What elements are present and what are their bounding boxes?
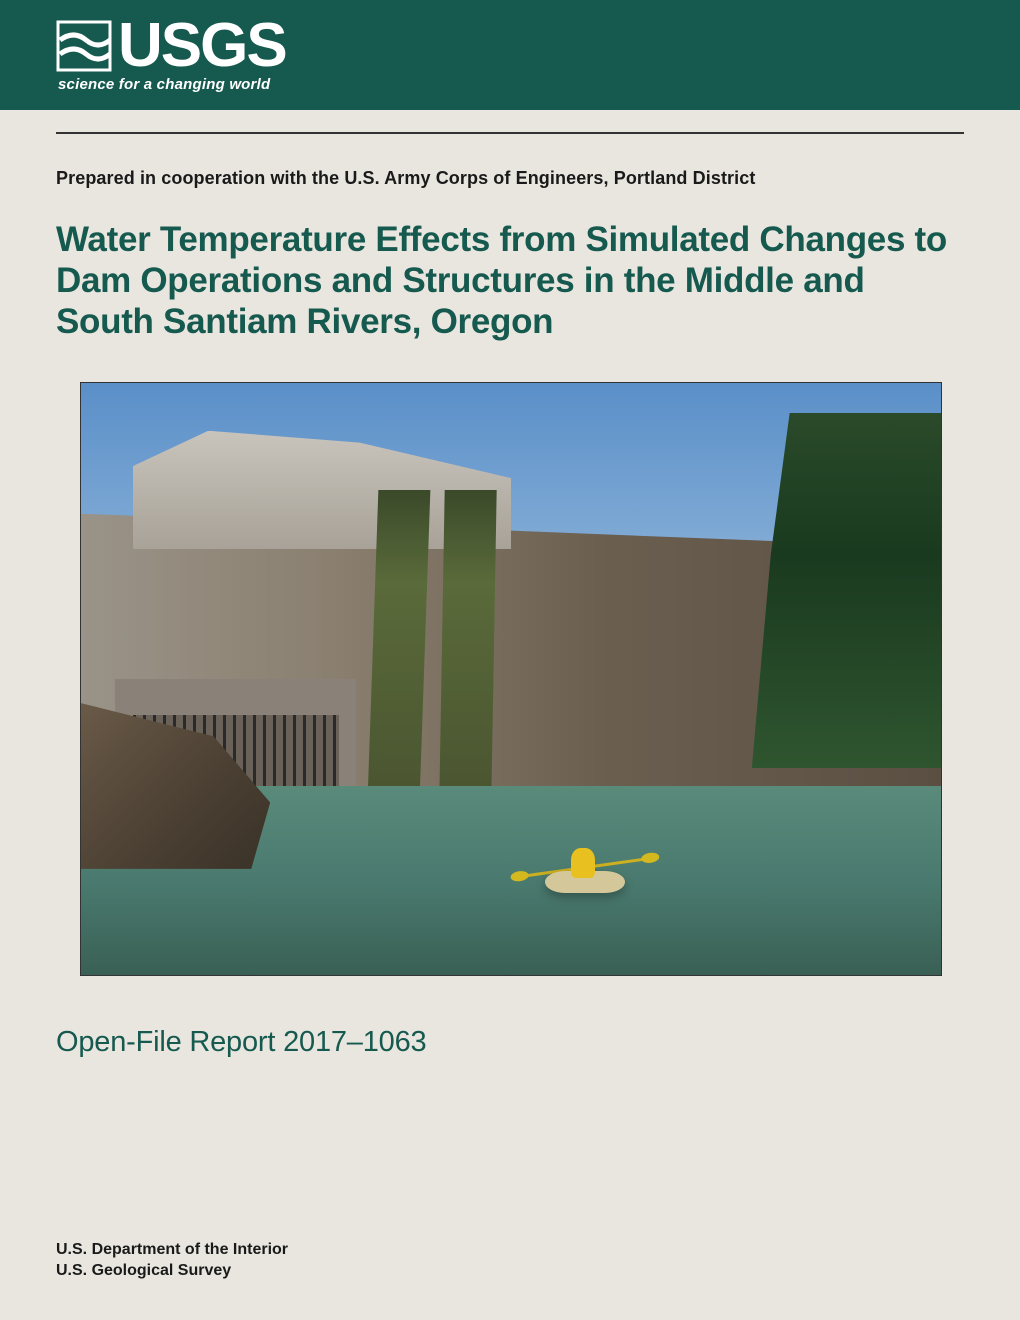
report-title: Water Temperature Effects from Simulated… (56, 219, 964, 343)
usgs-wave-icon (56, 18, 112, 74)
report-series-number: Open-File Report 2017–1063 (56, 1026, 964, 1059)
usgs-wordmark: USGS (118, 20, 286, 73)
footer: U.S. Department of the Interior U.S. Geo… (56, 1239, 288, 1282)
footer-dept: U.S. Department of the Interior (56, 1239, 288, 1261)
usgs-tagline: science for a changing world (58, 76, 1020, 93)
content-area: Prepared in cooperation with the U.S. Ar… (0, 134, 1020, 1060)
photo-kayaker (571, 848, 595, 878)
usgs-logo: USGS science for a changing world (56, 18, 1020, 93)
cooperation-statement: Prepared in cooperation with the U.S. Ar… (56, 168, 964, 189)
footer-agency: U.S. Geological Survey (56, 1260, 288, 1282)
logo-row: USGS (56, 18, 1020, 74)
cover-photo (80, 382, 942, 976)
header-band: USGS science for a changing world (0, 0, 1020, 110)
photo-spillway (440, 490, 497, 798)
